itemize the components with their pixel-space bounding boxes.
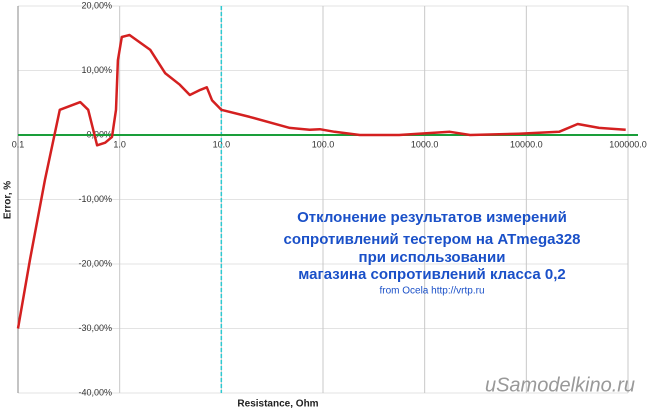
x-tick-label: 100.0 xyxy=(312,139,335,149)
annotation: Отклонение результатов измерений xyxy=(297,209,567,226)
y-tick-label: -30,00% xyxy=(78,323,112,333)
y-tick-label: -10,00% xyxy=(78,194,112,204)
x-axis-label: Resistance, Ohm xyxy=(237,399,318,410)
y-tick-label: 20,00% xyxy=(81,0,112,10)
annotation: магазина сопротивлений класса 0,2 xyxy=(298,266,566,283)
watermark: uSamodelkino.ru xyxy=(485,374,635,396)
annotation: при использовании xyxy=(359,249,506,266)
y-tick-label: -40,00% xyxy=(78,387,112,397)
x-tick-label: 100000.0 xyxy=(609,139,647,149)
source: from Ocela http://vrtp.ru xyxy=(379,286,484,297)
x-tick-label: 0.1 xyxy=(12,139,25,149)
x-tick-label: 1000.0 xyxy=(411,139,439,149)
annotation: сопротивлений тестером на ATmega328 xyxy=(283,231,580,248)
data-line xyxy=(16,33,626,329)
x-tick-label: 1.0 xyxy=(113,139,126,149)
x-tick-label: 10000.0 xyxy=(510,139,543,149)
y-tick-label: -20,00% xyxy=(78,258,112,268)
y-axis-label: Error, % xyxy=(3,181,14,219)
y-tick-label: 10,00% xyxy=(81,65,112,75)
